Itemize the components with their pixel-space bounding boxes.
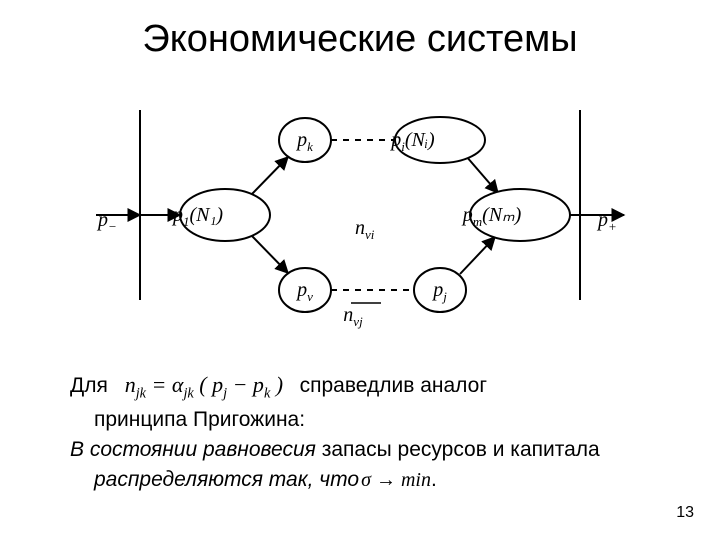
text-v: В <box>70 438 84 461</box>
text-dlya: Для <box>70 374 108 397</box>
svg-text:pi(Nᵢ): pi(Nᵢ) <box>389 129 435 154</box>
text-resources: запасы ресурсов и капитала <box>322 438 600 461</box>
body-line-3: В состоянии равновесия запасы ресурсов и… <box>70 436 670 464</box>
slide: Экономические системы p−p+p1(N₁)pkpνpi(N… <box>0 0 720 540</box>
svg-text:p−: p− <box>96 209 117 234</box>
body-line-1: Для njk = αjk ( pj − pk ) справедлив ана… <box>70 370 670 404</box>
svg-text:p1(N₁): p1(N₁) <box>171 204 223 229</box>
formula-sigma: σ → min <box>361 469 431 491</box>
svg-text:nνi: nνi <box>355 217 375 242</box>
svg-text:nνj: nνj <box>343 304 363 329</box>
network-diagram: p−p+p1(N₁)pkpνpi(Nᵢ)pjpm(Nₘ)nνinνj <box>90 90 630 350</box>
svg-text:pm(Nₘ): pm(Nₘ) <box>461 204 522 229</box>
formula-njk: njk = αjk ( pj − pk ) <box>114 372 300 397</box>
text-distributed: распределяются так, что <box>94 468 359 491</box>
body-line-2: принципа Пригожина: <box>70 406 670 434</box>
body-text: Для njk = αjk ( pj − pk ) справедлив ана… <box>70 370 670 495</box>
page-number: 13 <box>676 504 694 522</box>
slide-title: Экономические системы <box>0 18 720 61</box>
text-analog: справедлив аналог <box>300 374 487 397</box>
text-equilibrium: состоянии равновесия <box>90 438 316 461</box>
svg-text:p+: p+ <box>596 209 617 234</box>
body-line-4: распределяются так, чтоσ → min. <box>70 466 670 494</box>
text-period: . <box>431 468 437 491</box>
